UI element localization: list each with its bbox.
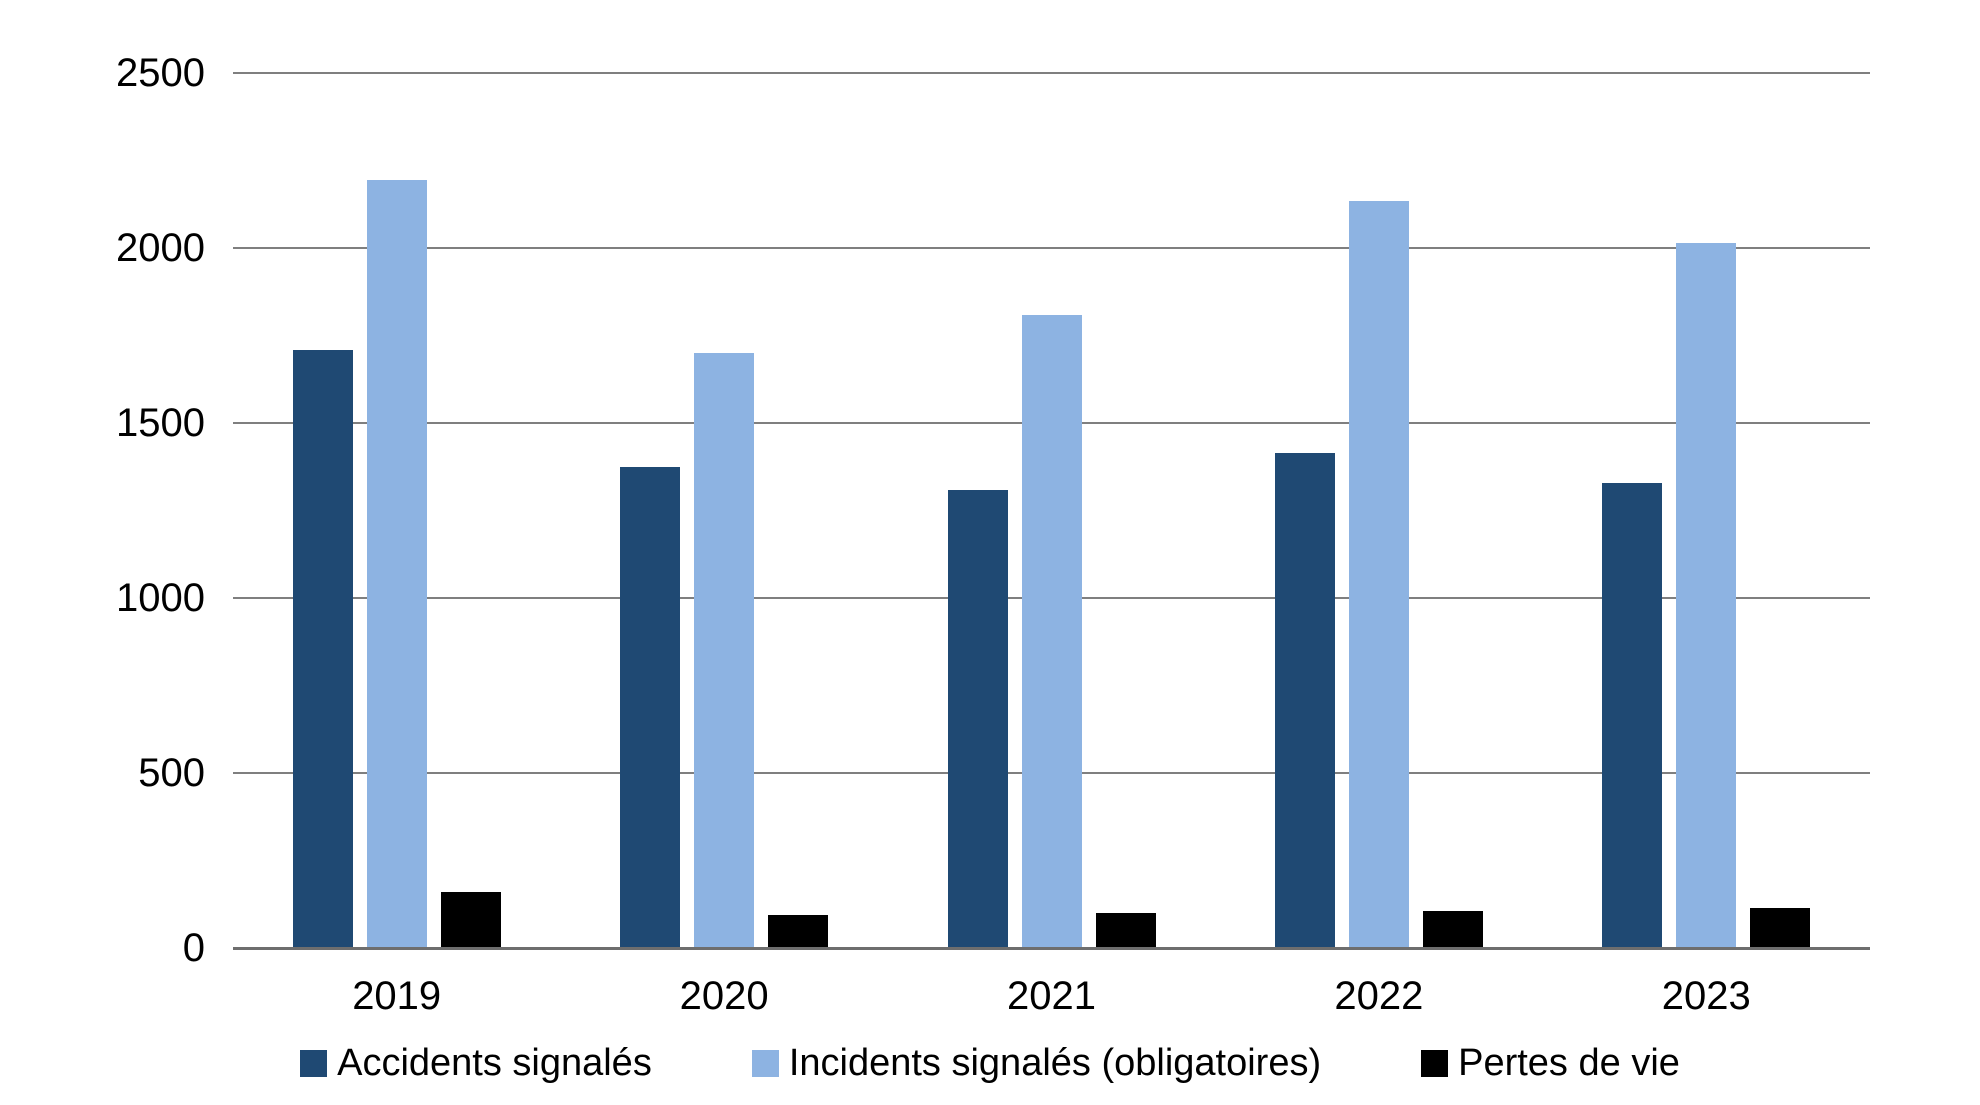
legend-item-2: Pertes de vie [1421, 1044, 1680, 1082]
legend-item-0: Accidents signalés [300, 1044, 652, 1082]
bar-2022-series-0 [1274, 452, 1335, 948]
bar-2022-series-2 [1422, 911, 1483, 948]
bar-2023-series-2 [1750, 907, 1811, 948]
y-tick-label: 1500 [116, 401, 205, 445]
x-tick-label-2021: 2021 [1007, 974, 1096, 1018]
legend-swatch-icon [1421, 1049, 1449, 1077]
bar-2019-series-0 [292, 349, 353, 948]
gridline-2000 [233, 247, 1870, 249]
y-tick-label: 1000 [116, 576, 205, 620]
legend-swatch-icon [300, 1049, 328, 1077]
bar-2020-series-2 [768, 914, 829, 948]
x-axis-baseline [233, 947, 1870, 950]
bar-2020-series-1 [694, 353, 755, 948]
legend-item-1: Incidents signalés (obligatoires) [751, 1042, 1322, 1084]
legend-label: Incidents signalés (obligatoires) [788, 1042, 1322, 1084]
y-tick-label: 2000 [116, 226, 205, 270]
x-tick-label-2023: 2023 [1661, 974, 1751, 1018]
bar-2019-series-1 [366, 179, 427, 948]
bar-2023-series-0 [1602, 482, 1663, 948]
legend: Accidents signalés Incidents signalés (ob… [0, 1044, 1980, 1082]
x-tick-label-2022: 2022 [1334, 974, 1424, 1018]
bar-2023-series-1 [1676, 242, 1737, 948]
y-tick-label: 500 [138, 751, 205, 795]
x-tick-label-2020: 2020 [679, 974, 769, 1018]
bar-2019-series-2 [440, 892, 501, 948]
bar-2020-series-0 [620, 466, 681, 948]
y-tick-label: 0 [182, 926, 205, 970]
legend-label: Accidents signalés [337, 1042, 652, 1084]
y-tick-label: 2500 [116, 51, 205, 95]
x-tick-label-2019: 2019 [352, 974, 442, 1018]
bar-2021-series-1 [1021, 314, 1082, 948]
bar-2022-series-1 [1348, 200, 1409, 948]
bar-2021-series-0 [947, 489, 1008, 948]
legend-label: Pertes de vie [1458, 1042, 1680, 1084]
bar-2021-series-2 [1095, 913, 1156, 948]
legend-swatch-icon [751, 1049, 779, 1077]
gridline-2500 [233, 72, 1870, 74]
